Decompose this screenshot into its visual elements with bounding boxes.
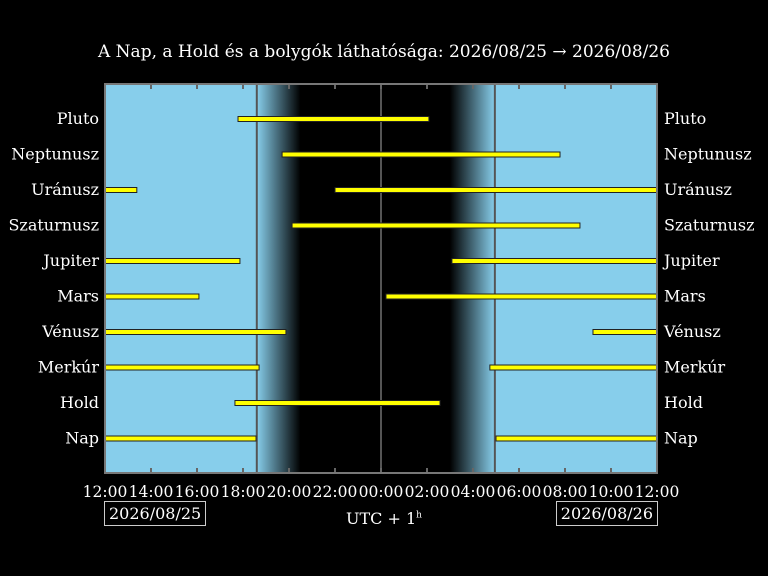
x-tick-label: 06:00 [497, 483, 542, 501]
row-label-right: Neptunusz [664, 145, 752, 164]
row-label-right: Merkúr [664, 358, 726, 377]
visibility-bar-9-0 [104, 435, 257, 442]
x-axis-label: UTC + 1h [0, 509, 768, 528]
row-label-left: Mars [57, 287, 99, 306]
visibility-bar-6-0 [104, 329, 287, 335]
visibility-bar-7-1 [489, 364, 658, 371]
chart-title: A Nap, a Hold és a bolygók láthatósága: … [98, 42, 670, 62]
visibility-bar-0-0 [237, 116, 430, 122]
visibility-bar-4-1 [451, 258, 658, 264]
row-label-left: Szaturnusz [8, 216, 99, 235]
plot-frame [104, 83, 658, 474]
night-region [300, 84, 450, 473]
row-label-right: Vénusz [663, 322, 721, 341]
row-label-left: Vénusz [41, 322, 99, 341]
row-label-right: Nap [664, 429, 698, 448]
x-tick-label: 10:00 [589, 483, 634, 501]
row-label-left: Nap [65, 429, 99, 448]
row-label-right: Szaturnusz [664, 216, 755, 235]
x-axis-label-sup: h [416, 510, 422, 521]
row-label-left: Pluto [57, 109, 99, 128]
x-tick-label: 20:00 [267, 483, 312, 501]
x-tick-label: 00:00 [359, 483, 404, 501]
visibility-bar-2-0 [104, 187, 138, 193]
visibility-bar-7-0 [104, 364, 260, 371]
row-label-right: Uránusz [664, 180, 732, 199]
x-axis-label-text: UTC + 1 [346, 509, 417, 528]
row-label-left: Neptunusz [11, 145, 99, 164]
visibility-bar-1-0 [281, 151, 561, 158]
visibility-bar-2-1 [334, 187, 658, 193]
visibility-bar-6-1 [592, 329, 658, 335]
dusk-twilight [256, 84, 301, 473]
end-date-label: 2026/08/26 [555, 501, 658, 526]
x-tick-label: 12:00 [83, 483, 128, 501]
x-tick-label: 16:00 [175, 483, 220, 501]
x-tick-label: 22:00 [313, 483, 358, 501]
x-tick-label: 18:00 [221, 483, 266, 501]
row-label-right: Hold [664, 393, 703, 412]
row-label-left: Jupiter [41, 251, 99, 270]
row-label-left: Uránusz [31, 180, 99, 199]
visibility-bar-9-1 [495, 435, 658, 442]
dawn-twilight [450, 84, 495, 473]
x-tick-label: 08:00 [543, 483, 588, 501]
x-tick-label: 04:00 [451, 483, 496, 501]
visibility-bar-8-0 [234, 400, 441, 406]
visibility-bar-5-0 [104, 293, 200, 300]
row-label-right: Mars [664, 287, 706, 306]
start-date-label: 2026/08/25 [104, 501, 207, 526]
x-tick-label: 02:00 [405, 483, 450, 501]
x-tick-label: 12:00 [635, 483, 680, 501]
row-label-right: Jupiter [662, 251, 720, 270]
visibility-bar-3-0 [291, 222, 581, 229]
x-tick-label: 14:00 [129, 483, 174, 501]
row-label-left: Merkúr [38, 358, 100, 377]
visibility-bar-5-1 [385, 293, 658, 300]
row-label-left: Hold [60, 393, 99, 412]
row-label-right: Pluto [664, 109, 706, 128]
visibility-bar-4-0 [104, 258, 241, 264]
